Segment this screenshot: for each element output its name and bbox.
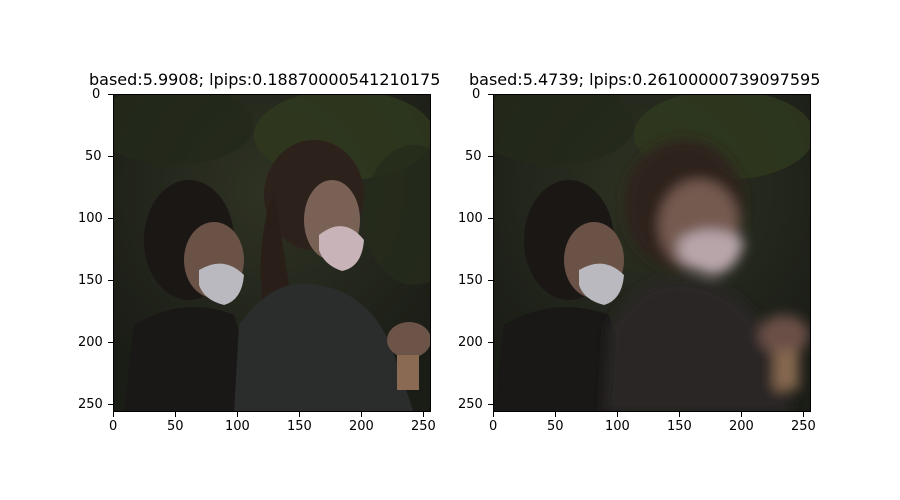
y-tick-mark: [108, 94, 113, 95]
y-tick-mark: [108, 342, 113, 343]
x-tick-mark: [617, 412, 618, 417]
y-tick-mark: [108, 156, 113, 157]
x-tick-label: 250: [791, 419, 816, 434]
y-tick-label: 150: [78, 273, 103, 288]
x-tick-label: 200: [729, 419, 754, 434]
y-tick-label: 50: [85, 149, 102, 164]
x-tick-label: 100: [605, 419, 630, 434]
x-tick-mark: [493, 412, 494, 417]
y-tick-label: 250: [78, 397, 103, 412]
x-tick-mark: [679, 412, 680, 417]
y-tick-mark: [488, 342, 493, 343]
y-tick-label: 250: [458, 397, 483, 412]
x-tick-mark: [803, 412, 804, 417]
x-tick-mark: [175, 412, 176, 417]
y-tick-label: 200: [458, 335, 483, 350]
y-tick-label: 0: [92, 87, 101, 102]
x-tick-label: 150: [667, 419, 692, 434]
x-tick-label: 0: [109, 419, 118, 434]
y-tick-mark: [488, 404, 493, 405]
x-tick-label: 0: [489, 419, 498, 434]
y-tick-mark: [108, 404, 113, 405]
photo-right-svg: [494, 95, 810, 411]
y-tick-label: 100: [78, 211, 103, 226]
y-tick-mark: [108, 218, 113, 219]
panel-title: based:5.9908; lpips:0.18870000541210175: [89, 70, 441, 89]
x-tick-mark: [237, 412, 238, 417]
x-tick-mark: [741, 412, 742, 417]
image-right: [493, 94, 811, 412]
y-tick-mark: [488, 280, 493, 281]
x-tick-label: 50: [167, 419, 184, 434]
photo-left-svg: [114, 95, 430, 411]
y-tick-label: 0: [472, 87, 481, 102]
x-tick-label: 200: [349, 419, 374, 434]
x-tick-mark: [423, 412, 424, 417]
x-tick-label: 150: [287, 419, 312, 434]
y-tick-mark: [488, 94, 493, 95]
y-tick-label: 50: [465, 149, 482, 164]
x-tick-label: 250: [411, 419, 436, 434]
image-left: [113, 94, 431, 412]
y-tick-mark: [488, 218, 493, 219]
x-tick-mark: [361, 412, 362, 417]
x-tick-mark: [555, 412, 556, 417]
x-tick-mark: [113, 412, 114, 417]
y-tick-label: 200: [78, 335, 103, 350]
x-tick-mark: [299, 412, 300, 417]
x-tick-label: 100: [225, 419, 250, 434]
y-tick-label: 150: [458, 273, 483, 288]
y-tick-mark: [488, 156, 493, 157]
y-tick-mark: [108, 280, 113, 281]
x-tick-label: 50: [547, 419, 564, 434]
panel-title: based:5.4739; lpips:0.26100000739097595: [469, 70, 821, 89]
y-tick-label: 100: [458, 211, 483, 226]
